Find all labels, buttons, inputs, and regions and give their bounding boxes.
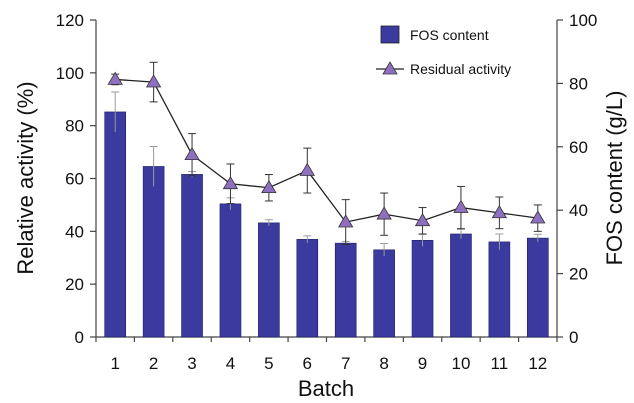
left-tick-label: 60 (65, 170, 84, 189)
legend-swatch-fos-content (380, 25, 400, 44)
activity-marker-2 (145, 74, 162, 88)
activity-marker-8 (376, 206, 392, 220)
fos-content-bars (104, 111, 549, 338)
residual-activity-error-bars (111, 61, 542, 246)
x-tick-label: 9 (418, 354, 427, 373)
x-tick-label: 4 (226, 354, 235, 373)
fos-bar-7 (334, 242, 357, 338)
activity-marker-4 (222, 175, 239, 190)
fos-bar-12 (526, 237, 549, 338)
x-tick-label: 5 (264, 354, 273, 373)
left-tick-label: 40 (65, 222, 84, 241)
x-tick-label: 6 (303, 354, 312, 373)
x-axis-title: Batch (298, 376, 354, 401)
right-axis-ticks: 0 20 40 60 80 100 (557, 11, 597, 347)
left-tick-label: 120 (56, 11, 84, 30)
activity-marker-3 (184, 146, 200, 161)
fos-bar-8 (373, 249, 395, 338)
x-tick-label: 8 (379, 354, 388, 373)
activity-marker-11 (491, 205, 508, 219)
residual-activity-markers (107, 71, 546, 228)
fos-bar-11 (488, 241, 511, 338)
left-tick-label: 0 (75, 328, 84, 347)
fos-content-error-bars (111, 91, 542, 257)
legend: FOS content Residual activity (376, 25, 511, 77)
right-tick-label: 20 (569, 265, 588, 284)
left-tick-label: 20 (65, 275, 84, 294)
activity-marker-7 (338, 214, 354, 228)
legend-label-fos-content: FOS content (410, 27, 489, 43)
right-tick-label: 0 (569, 328, 578, 347)
right-tick-label: 100 (569, 11, 597, 30)
fos-bar-2 (142, 166, 165, 338)
fos-bar-4 (219, 203, 242, 338)
left-tick-label: 80 (65, 117, 84, 136)
legend-label-residual-activity: Residual activity (410, 61, 511, 77)
x-tick-label: 7 (341, 354, 350, 373)
fos-bar-10 (450, 233, 472, 338)
right-tick-label: 60 (569, 138, 588, 157)
x-axis-ticks: 1 2 3 4 5 6 7 8 9 10 11 12 (95, 337, 558, 373)
x-tick-label: 2 (149, 354, 158, 373)
left-tick-label: 100 (56, 64, 84, 83)
activity-marker-1 (107, 71, 123, 85)
fos-bar-9 (411, 240, 434, 338)
fos-bar-6 (296, 239, 319, 338)
fos-bar-3 (181, 174, 203, 338)
activity-marker-6 (299, 162, 315, 176)
fos-bar-5 (258, 222, 280, 338)
residual-activity-line (115, 78, 538, 223)
activity-marker-5 (261, 179, 277, 194)
left-axis-title: Relative activity (%) (13, 81, 38, 274)
right-tick-label: 40 (569, 201, 588, 220)
x-tick-label: 1 (110, 354, 119, 373)
fos-bar-1 (104, 111, 127, 338)
left-axis-ticks: 0 20 40 60 80 100 120 (56, 11, 96, 347)
legend-swatch-residual-activity-marker (382, 61, 398, 75)
activity-marker-12 (530, 210, 546, 224)
activity-marker-10 (453, 199, 469, 213)
x-tick-label: 11 (491, 354, 509, 373)
x-tick-label: 12 (528, 354, 547, 373)
right-axis-title: FOS content (g/L) (602, 91, 627, 266)
x-tick-label: 10 (451, 354, 470, 373)
activity-marker-9 (414, 212, 431, 227)
x-tick-label: 3 (187, 354, 196, 373)
right-tick-label: 80 (569, 74, 588, 93)
